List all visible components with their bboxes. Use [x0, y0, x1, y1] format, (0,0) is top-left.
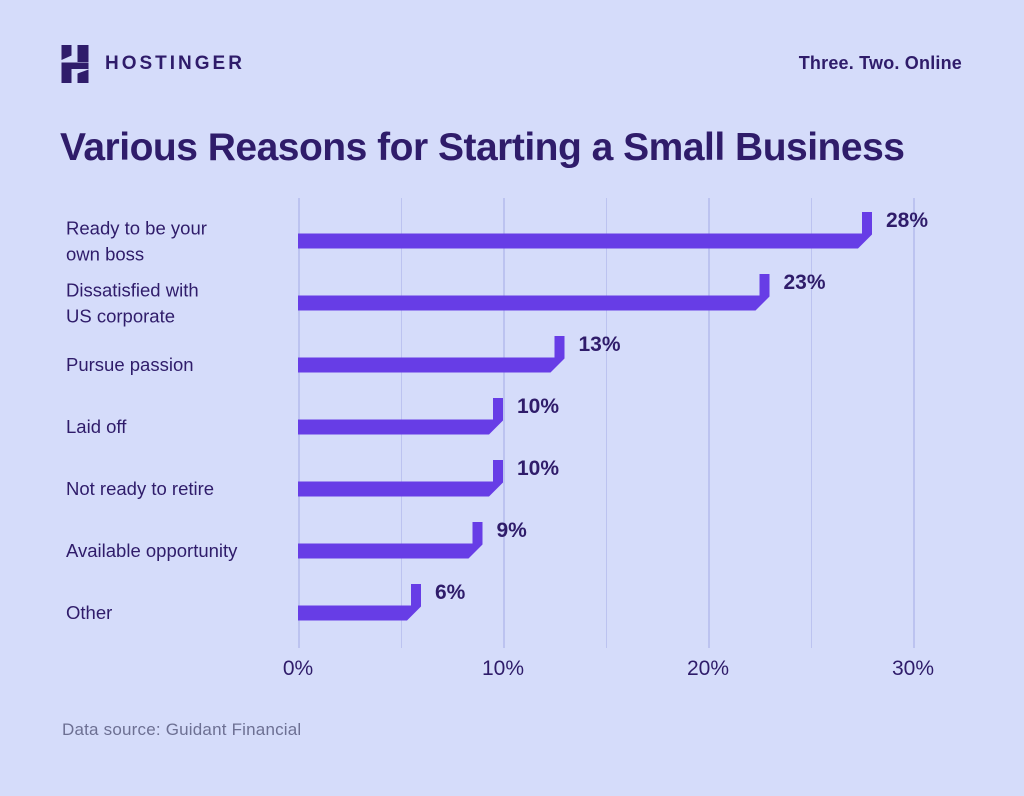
x-tick-label: 0% — [282, 657, 314, 680]
chart-row: Available opportunity 9% — [0, 519, 1024, 582]
bar — [298, 212, 872, 249]
data-source-note: Data source: Guidant Financial — [62, 720, 302, 739]
chart-row: Ready to be your own boss 28% — [0, 209, 1024, 272]
chart-row: Pursue passion 13% — [0, 333, 1024, 396]
category-label: Not ready to retire — [66, 478, 215, 500]
chart-title: Various Reasons for Starting a Small Bus… — [60, 126, 905, 169]
bar-value-label: 13% — [578, 333, 621, 356]
bar — [298, 274, 770, 311]
header: HOSTINGER Three. Two. Online — [58, 45, 962, 85]
bar-value-label: 10% — [517, 457, 560, 480]
bar — [298, 336, 565, 373]
x-axis: 0% 10% 20% 30% — [0, 657, 1024, 687]
chart-row: Not ready to retire 10% — [0, 457, 1024, 520]
gridline-30 — [913, 198, 915, 648]
chart-rows: Ready to be your own boss 28% Dissatisfied… — [0, 209, 1024, 644]
category-label: Dissatisfied with US corporate — [66, 279, 199, 326]
bar — [298, 584, 421, 621]
chart-row: Dissatisfied with US corporate 23% — [0, 271, 1024, 334]
bar-value-label: 10% — [517, 395, 560, 418]
bar-value-label: 23% — [783, 271, 826, 294]
brand-logo: HOSTINGER — [58, 45, 245, 83]
chart-row: Laid off 10% — [0, 395, 1024, 458]
gridline-10 — [503, 198, 505, 648]
gridline-25 — [810, 198, 812, 648]
bar — [298, 398, 503, 435]
brand-name: HOSTINGER — [105, 53, 245, 74]
category-label: Other — [66, 602, 113, 624]
gridline-15 — [605, 198, 607, 648]
bar-value-label: 6% — [435, 581, 466, 604]
bar — [298, 460, 503, 497]
hostinger-h-icon — [61, 45, 89, 83]
bar — [298, 522, 483, 559]
x-tick-label: 30% — [891, 657, 935, 680]
brand-tagline: Three. Two. Online — [798, 53, 962, 73]
bar-value-label: 28% — [886, 209, 929, 232]
x-tick-label: 20% — [686, 657, 730, 680]
bar-value-label: 9% — [496, 519, 527, 542]
category-label: Pursue passion — [66, 354, 194, 376]
chart-row: Other 6% — [0, 581, 1024, 644]
gridline-20 — [708, 198, 710, 648]
category-label: Ready to be your own boss — [66, 217, 207, 264]
category-label: Available opportunity — [66, 540, 238, 562]
x-tick-label: 10% — [481, 657, 525, 680]
category-label: Laid off — [66, 416, 127, 438]
